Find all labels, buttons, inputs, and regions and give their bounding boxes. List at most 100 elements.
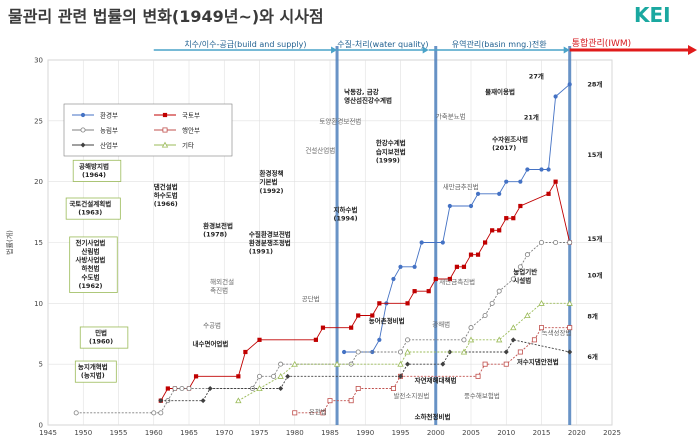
data-point [531, 337, 537, 343]
annotation-text: 수자원조사법 [492, 135, 528, 144]
annotation: 소하천정비법 [415, 412, 451, 421]
annotation: 온천법 [309, 407, 327, 416]
annotation: 저수지댐안전법 [517, 357, 559, 366]
annotation-text: 토양환경보전법 [319, 116, 361, 125]
annotation: 27개 [529, 71, 544, 80]
series-line [344, 83, 570, 353]
end-count-label: 15개 [587, 150, 602, 159]
data-point [256, 373, 262, 379]
data-point [80, 112, 86, 118]
annotation: 건설산업법 [305, 145, 335, 154]
end-count-label: 8개 [587, 312, 598, 321]
data-point [468, 325, 474, 331]
data-point [404, 348, 411, 355]
data-point [398, 373, 403, 379]
annotation-text: 물재이용법 [485, 87, 515, 96]
era-label: 유역관리(basin mng.)전환 [452, 39, 548, 49]
annotation: 공단법 [302, 294, 320, 303]
annotation-text: 새만금추진법 [443, 182, 479, 191]
data-point [320, 410, 326, 416]
data-point [518, 179, 523, 184]
data-point [243, 349, 248, 355]
annotation-text: 국토건설계획법 [69, 199, 111, 208]
annotation-text: 사방사업법 [76, 255, 106, 264]
annotation: 물재이용법 [485, 87, 515, 96]
annotation-text: 농업기반 [513, 267, 537, 276]
data-point [454, 264, 459, 269]
data-point [517, 264, 523, 270]
data-point [172, 385, 178, 391]
data-point [370, 313, 375, 318]
data-point [447, 349, 453, 355]
x-tick-label: 2000 [427, 429, 445, 437]
end-count-label: 10개 [587, 270, 602, 279]
annotation-text: 시설법 [513, 276, 531, 285]
x-tick-label: 1970 [215, 429, 233, 437]
legend-label: 국토부 [182, 112, 200, 120]
data-point [200, 398, 206, 404]
data-point [412, 264, 417, 269]
x-tick-label: 1975 [251, 429, 269, 437]
annotation-box [79, 326, 129, 349]
data-point [162, 127, 168, 133]
annotation: 국토건설계획법(1963) [65, 197, 121, 220]
series-env [342, 82, 572, 355]
annotation-box [72, 159, 122, 182]
legend-label: 환경부 [100, 111, 118, 120]
data-point [419, 240, 424, 245]
data-point [405, 337, 411, 343]
annotation-text: (1960) [89, 338, 113, 346]
data-point [162, 112, 168, 118]
y-tick-label: 0 [39, 422, 43, 430]
annotation-text: 산림법 [81, 247, 99, 256]
data-point [285, 373, 291, 379]
annotation-text: 27개 [529, 71, 544, 80]
legend-label: 산업부 [100, 141, 118, 150]
annotation: 수자원조사법(2017) [492, 135, 528, 153]
annotation: 민법(1960) [79, 326, 129, 349]
series-agri [73, 239, 573, 416]
x-tick-label: 1995 [392, 429, 410, 437]
data-point [397, 349, 403, 355]
annotation-text: 새만금촉진법 [439, 277, 475, 286]
data-point [440, 361, 446, 367]
x-tick-label: 1950 [74, 429, 92, 437]
data-point [256, 385, 263, 391]
data-point [426, 289, 431, 294]
annotation-box [74, 360, 117, 383]
data-point [475, 252, 481, 257]
data-point [504, 179, 509, 184]
annotation: 공해방지법(1964) [72, 159, 122, 182]
annotation-text: 습지보전법 [376, 147, 406, 156]
data-point [475, 191, 481, 196]
data-point [313, 337, 318, 342]
annotation-text: 하수도법 [154, 191, 178, 200]
y-tick-label: 15 [34, 239, 43, 247]
data-point [277, 372, 284, 379]
annotation-text: 농어촌정비법 [369, 316, 405, 325]
data-point [165, 386, 170, 391]
annotation-text: 녹색성장법 [542, 328, 572, 337]
annotation-text: 기본법 [260, 177, 278, 186]
x-tick-label: 1990 [356, 429, 374, 437]
annotation-text: 하천법 [81, 264, 99, 273]
data-point [538, 299, 545, 306]
data-point [292, 410, 298, 416]
era-label: 치수/이수-공급(build and supply) [184, 39, 306, 49]
data-point [497, 191, 502, 196]
data-point [546, 191, 551, 196]
data-point [546, 167, 551, 172]
data-point [278, 361, 284, 367]
data-point [496, 336, 503, 343]
annotation-text: 촉진법 [210, 285, 228, 294]
legend-label: 농림부 [100, 127, 118, 135]
annotation-text: (1966) [154, 200, 178, 208]
data-point [497, 228, 502, 233]
annotation-text: 내수면어업법 [193, 339, 229, 348]
annotation-text: 풍수해보험법 [464, 391, 500, 400]
data-point [257, 337, 262, 342]
